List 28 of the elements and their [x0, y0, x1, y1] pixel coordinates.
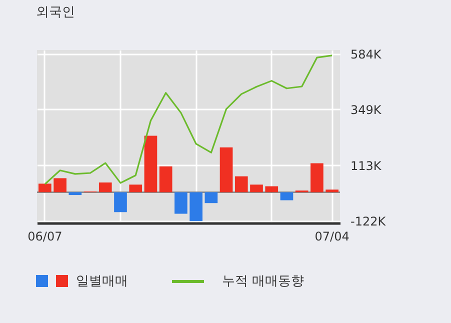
y-tick-label: 584K	[350, 47, 382, 62]
bar	[174, 192, 188, 214]
x-tick-label: 07/04	[314, 230, 350, 244]
chart-title: 외국인	[36, 4, 75, 21]
bar	[129, 184, 142, 192]
bar	[280, 192, 294, 200]
legend-label: 일별매매	[76, 273, 128, 290]
bar	[265, 186, 278, 192]
bar	[159, 166, 172, 192]
bar	[234, 176, 248, 192]
bar	[326, 190, 338, 192]
y-tick-label: -122K	[350, 214, 387, 229]
bar	[68, 192, 82, 196]
bar	[114, 192, 127, 212]
bar	[190, 192, 202, 222]
bar	[38, 184, 52, 192]
x-tick-label: 06/07	[28, 230, 62, 244]
bar	[250, 184, 263, 192]
legend-label: 누적 매매동향	[222, 273, 304, 290]
y-tick-label: 113K	[350, 158, 382, 173]
line-series	[44, 54, 333, 185]
bar	[54, 178, 66, 192]
y-tick-label: 349K	[350, 102, 382, 117]
bar	[204, 192, 218, 204]
bar	[310, 163, 324, 192]
bar	[98, 182, 112, 192]
bar	[220, 147, 233, 192]
bar	[144, 136, 158, 192]
